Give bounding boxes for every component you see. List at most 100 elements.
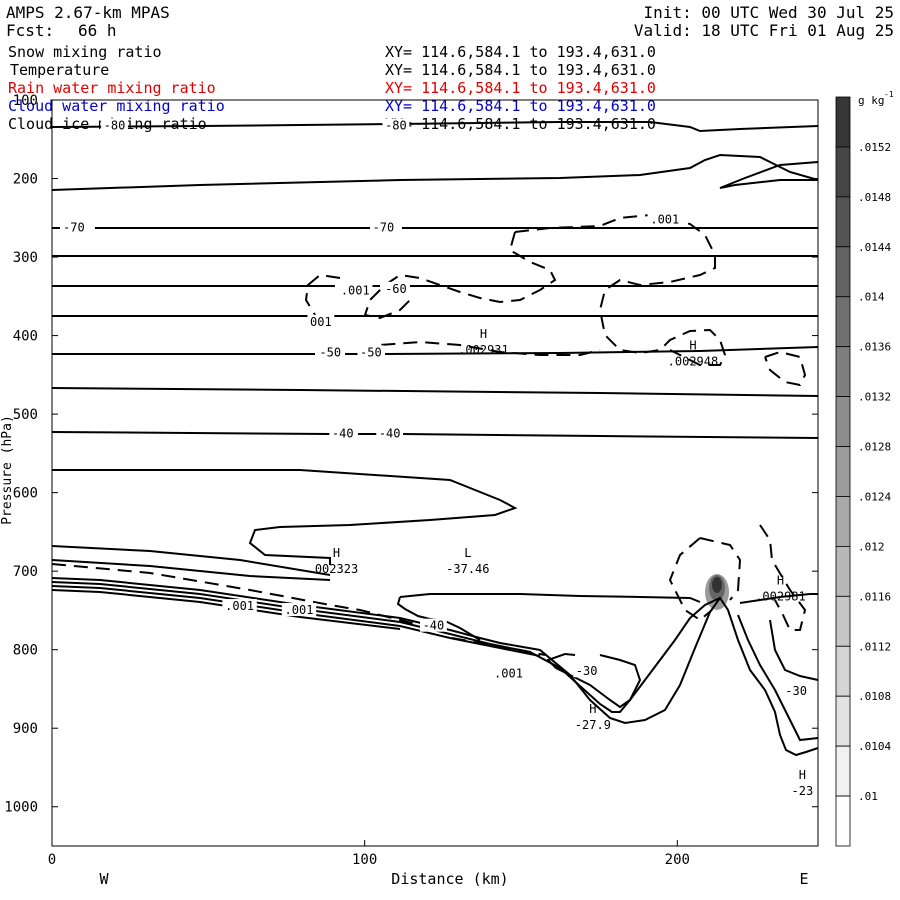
extremum-value: -37.46 — [446, 562, 489, 576]
isotherm-east-lower — [769, 619, 819, 681]
extremum-kind: H — [799, 768, 806, 782]
colorbar-unit-exponent: -1 — [884, 90, 894, 99]
isotherm-minus-80 — [51, 121, 819, 133]
colorbar-unit: g kg — [858, 94, 885, 107]
dashed-contour-low-slope — [451, 637, 546, 656]
isotherm-east-upper — [739, 593, 818, 604]
colorbar-level-label: .0116 — [858, 590, 891, 603]
x-tick-label: 200 — [665, 852, 690, 868]
temperature-label-bg — [782, 683, 810, 697]
mixing-ratio-label-bg — [647, 212, 682, 226]
isotherm-lower-3 — [399, 593, 701, 603]
isotherm-minus-50 — [52, 346, 819, 355]
x-tick-label: 100 — [352, 852, 377, 868]
temperature-label: -80 — [104, 118, 126, 132]
colorbar-box — [835, 595, 851, 647]
x-tick-label: 0 — [48, 852, 56, 868]
temperature-label-bg — [316, 345, 344, 359]
extremum-value: 002323 — [315, 562, 358, 576]
y-tick-label: 500 — [13, 407, 38, 423]
field-cloudwater-name: Cloud water mixing ratio — [8, 97, 225, 115]
field-rain-xy: XY= 114.6,584.1 to 193.4,631.0 — [385, 79, 656, 97]
extremum-kind: H — [777, 573, 784, 587]
colorbar-box — [835, 795, 851, 847]
colorbar-box — [835, 745, 851, 797]
field-temperature-xy: XY= 114.6,584.1 to 193.4,631.0 — [385, 61, 656, 79]
dashed-contour-lower — [359, 340, 601, 356]
extremum-value: -27.9 — [575, 718, 611, 732]
mixing-ratio-label-bg — [281, 602, 317, 616]
terrain-east-slope — [737, 614, 819, 742]
temperature-label-bg — [573, 664, 601, 678]
dashed-contour-east-ridge — [759, 524, 807, 631]
isotherm-500 — [51, 387, 819, 397]
temperature-label: -70 — [63, 221, 85, 235]
init-time: Init: 00 UTC Wed 30 Jul 25 — [643, 3, 894, 22]
terrain-line-1 — [51, 577, 819, 757]
temperature-label-bg — [382, 281, 410, 295]
extremum-value: .002931 — [458, 343, 509, 357]
colorbar: .01 .0104 .0108 .0112 .0116 .012 .0124 .0128 .01… — [835, 90, 894, 847]
colorbar-box — [835, 496, 851, 547]
forecast-label: Fcst: — [6, 21, 55, 40]
temperature-label: -30 — [785, 684, 807, 698]
colorbar-box — [835, 296, 851, 348]
colorbar-level-label: .0132 — [858, 391, 891, 404]
colorbar-level-label: .0128 — [858, 441, 891, 454]
y-axis-title: Pressure (hPa) — [0, 415, 15, 525]
terrain-line-4 — [51, 589, 401, 630]
isotherm-upper-tongue — [719, 161, 819, 189]
isotherm-minus-40 — [51, 431, 819, 439]
dashed-contour-peak-east — [699, 537, 742, 601]
mixing-ratio-label: 001 — [310, 315, 332, 329]
terrain-surface — [51, 577, 819, 757]
extremum-kind: H — [480, 327, 487, 341]
dashed-contour-central — [363, 231, 557, 320]
extremum-kind: L — [464, 546, 471, 560]
east-label: E — [799, 870, 808, 888]
dashed-contour-far-east — [764, 350, 807, 387]
terrain-line-3 — [51, 585, 541, 657]
forecast-hours: 66 h — [78, 21, 117, 40]
contour-annotations: -80-80-70-70-60-60-50-50-40-40-40-30-30.… — [60, 118, 813, 798]
colorbar-level-label: .0152 — [858, 141, 891, 154]
field-snow-name: Snow mixing ratio — [8, 43, 162, 61]
y-tick-label: 100 — [13, 93, 38, 109]
colorbar-box — [835, 146, 851, 198]
temperature-label: -40 — [332, 426, 354, 440]
axes: 100 200 300 400 500 600 700 800 900 1000 0 100 200 — [4, 93, 818, 868]
mixing-ratio-contours — [51, 213, 807, 656]
isotherm-upper-closed — [51, 153, 819, 191]
y-tick-label: 600 — [13, 486, 38, 502]
mixing-ratio-label-bg — [307, 314, 335, 328]
colorbar-level-label: .0124 — [858, 490, 891, 503]
extremum-value: .002981 — [755, 589, 806, 603]
terrain-line-2 — [51, 581, 721, 713]
mixing-ratio-label: .001 — [285, 603, 314, 617]
y-tick-label: 400 — [13, 329, 38, 345]
temperature-label: -60 — [385, 282, 407, 296]
temperature-label-bg — [420, 618, 447, 632]
y-tick-label: 200 — [13, 172, 38, 188]
temperature-label: -70 — [373, 221, 395, 235]
temperature-label-bg — [329, 426, 357, 440]
colorbar-box — [835, 446, 851, 497]
colorbar-level-label: .0104 — [858, 740, 891, 753]
mixing-ratio-label-bg — [222, 599, 257, 613]
field-rain-name: Rain water mixing ratio — [8, 79, 216, 97]
temperature-label: -40 — [423, 619, 445, 633]
temperature-label: -80 — [385, 118, 407, 132]
colorbar-box — [835, 645, 851, 697]
temperature-label: -30 — [576, 664, 598, 678]
y-tick-label: 900 — [13, 721, 38, 737]
y-tick-label: 300 — [13, 250, 38, 266]
colorbar-box — [835, 695, 851, 747]
mixing-ratio-label: .001 — [650, 213, 679, 227]
west-label: W — [99, 870, 109, 888]
colorbar-box — [835, 96, 851, 148]
temperature-label-bg — [357, 345, 385, 359]
isotherm-600 — [52, 469, 518, 565]
field-cloudwater-xy: XY= 114.6,584.1 to 193.4,631.0 — [385, 97, 656, 115]
field-snow-xy: XY= 114.6,584.1 to 193.4,631.0 — [385, 43, 656, 61]
isotherm-minus-30 — [546, 652, 642, 709]
